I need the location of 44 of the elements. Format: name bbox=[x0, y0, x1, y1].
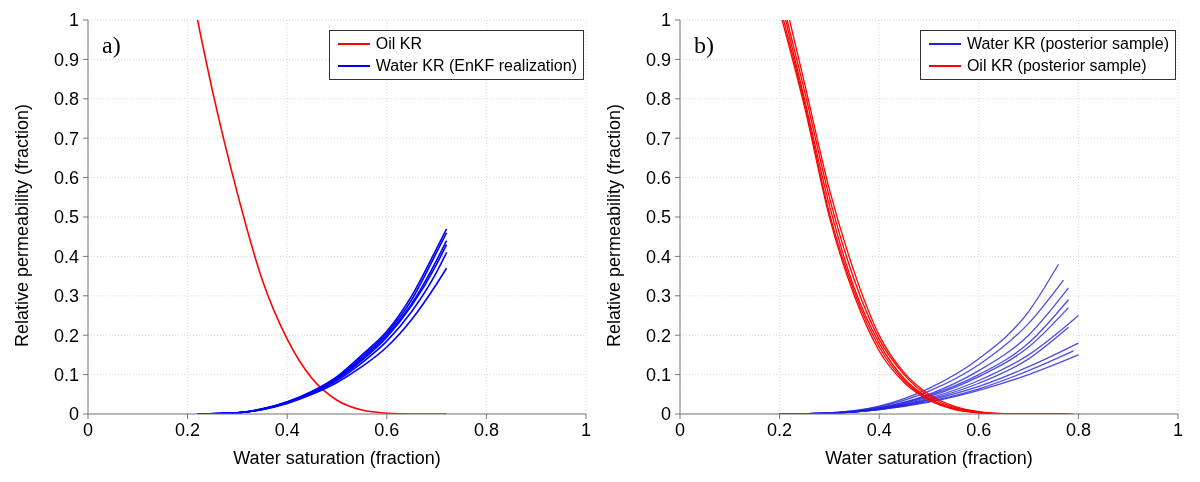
y-tick-label: 0.2 bbox=[645, 325, 671, 346]
y-tick-label: 0.3 bbox=[645, 286, 671, 307]
x-tick-label: 1 bbox=[580, 419, 592, 440]
y-tick-label: 0.6 bbox=[53, 167, 79, 188]
y-tick-label: 0.3 bbox=[53, 286, 79, 307]
y-tick-label: 0.1 bbox=[645, 364, 671, 385]
x-tick-label: 0 bbox=[82, 419, 94, 440]
y-tick-label: 0 bbox=[660, 404, 671, 425]
y-tick-label: 0.1 bbox=[53, 364, 79, 385]
x-tick-label: 0.6 bbox=[374, 419, 400, 440]
legend-label: Oil KR bbox=[375, 34, 422, 54]
y-tick-label: 0.8 bbox=[645, 89, 671, 110]
annotation: a) bbox=[102, 32, 121, 59]
y-axis-title: Relative permeability (fraction) bbox=[12, 103, 33, 347]
x-tick-label: 0.4 bbox=[866, 419, 892, 440]
y-tick-label: 0.5 bbox=[53, 207, 79, 228]
legend-label: Water KR (EnKF realization) bbox=[375, 56, 577, 76]
y-tick-label: 1 bbox=[660, 10, 671, 31]
x-tick-label: 1 bbox=[1172, 419, 1184, 440]
x-tick-label: 0 bbox=[674, 419, 686, 440]
annotation: b) bbox=[694, 32, 714, 59]
y-axis-title: Relative permeability (fraction) bbox=[604, 103, 625, 347]
y-tick-label: 1 bbox=[68, 10, 79, 31]
x-axis-title: Water saturation (fraction) bbox=[233, 448, 441, 468]
x-axis-title: Water saturation (fraction) bbox=[825, 448, 1033, 468]
legend-label: Water KR (posterior sample) bbox=[966, 34, 1169, 54]
y-tick-label: 0.4 bbox=[645, 246, 671, 267]
x-tick-label: 0.2 bbox=[175, 419, 201, 440]
legend-label: Oil KR (posterior sample) bbox=[966, 56, 1147, 76]
y-tick-label: 0.6 bbox=[645, 167, 671, 188]
x-tick-label: 0.8 bbox=[473, 419, 499, 440]
x-tick-label: 0.2 bbox=[767, 419, 793, 440]
y-tick-label: 0 bbox=[68, 404, 79, 425]
y-tick-label: 0.9 bbox=[53, 49, 79, 70]
y-tick-label: 0.9 bbox=[645, 49, 671, 70]
y-tick-label: 0.4 bbox=[53, 246, 79, 267]
x-tick-label: 0.8 bbox=[1065, 419, 1091, 440]
y-tick-label: 0.7 bbox=[53, 128, 79, 149]
x-tick-label: 0.6 bbox=[966, 419, 992, 440]
y-tick-label: 0.5 bbox=[645, 207, 671, 228]
y-tick-label: 0.2 bbox=[53, 325, 79, 346]
y-tick-label: 0.7 bbox=[645, 128, 671, 149]
y-tick-label: 0.8 bbox=[53, 89, 79, 110]
x-tick-label: 0.4 bbox=[274, 419, 300, 440]
